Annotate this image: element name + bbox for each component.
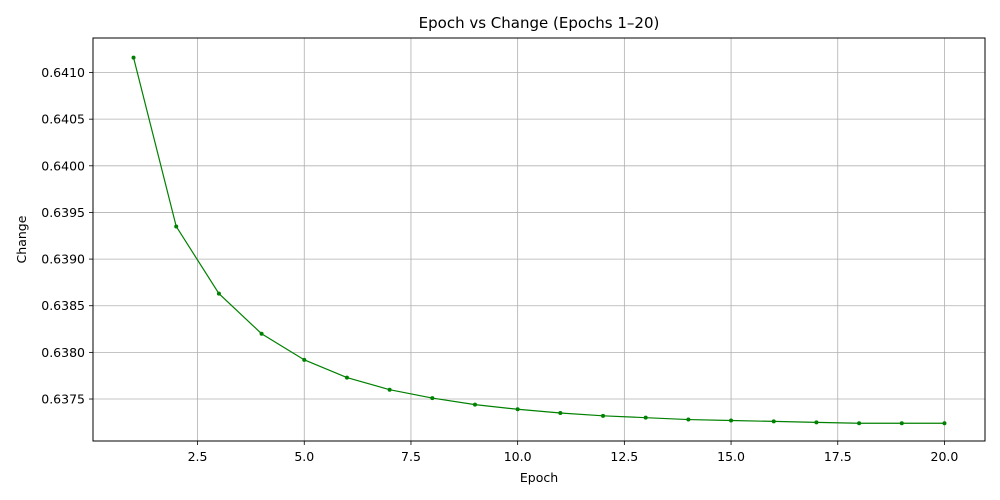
y-axis-ticks: 0.6375 0.6380 0.6385 0.6390 0.6395 0.6400 0.64…: [41, 65, 93, 407]
data-series: [131, 55, 947, 426]
x-axis-ticks: 2.5 5.0 7.5 10.0 12.5 15.0 17.5 20.0: [188, 441, 959, 464]
data-point: [857, 421, 862, 426]
plot-area-frame: [92, 37, 986, 442]
data-point: [643, 415, 648, 420]
data-point: [302, 357, 307, 362]
data-point: [344, 375, 349, 380]
data-point: [899, 421, 904, 426]
data-point: [601, 413, 606, 418]
data-point: [216, 291, 221, 296]
x-tick-label: 17.5: [824, 449, 852, 464]
data-point: [131, 55, 136, 60]
y-tick-label: 0.6380: [41, 345, 85, 360]
y-axis-label: Change: [14, 215, 29, 263]
grid: [93, 38, 985, 441]
data-point: [259, 331, 264, 336]
x-tick-label: 7.5: [401, 449, 421, 464]
y-tick-label: 0.6410: [41, 65, 85, 80]
x-tick-label: 2.5: [188, 449, 208, 464]
x-tick-label: 10.0: [504, 449, 532, 464]
chart-title: Epoch vs Change (Epochs 1–20): [419, 14, 660, 32]
x-axis-label: Epoch: [520, 470, 558, 485]
data-point: [814, 420, 819, 425]
x-tick-label: 5.0: [294, 449, 314, 464]
y-tick-label: 0.6385: [41, 298, 85, 313]
y-tick-label: 0.6375: [41, 392, 85, 407]
data-point: [771, 419, 776, 424]
x-tick-label: 15.0: [717, 449, 745, 464]
y-tick-label: 0.6390: [41, 252, 85, 267]
x-tick-label: 20.0: [931, 449, 959, 464]
data-point: [558, 411, 563, 416]
data-point: [686, 417, 691, 422]
series-line: [132, 57, 945, 424]
y-tick-label: 0.6395: [41, 205, 85, 220]
data-point: [387, 387, 392, 392]
data-point: [729, 418, 734, 423]
y-tick-label: 0.6400: [41, 158, 85, 173]
data-point: [430, 396, 435, 401]
data-point: [472, 402, 477, 407]
data-point: [942, 421, 947, 426]
data-point: [515, 407, 520, 412]
x-tick-label: 12.5: [610, 449, 638, 464]
y-tick-label: 0.6405: [41, 112, 85, 127]
data-point: [174, 224, 179, 229]
